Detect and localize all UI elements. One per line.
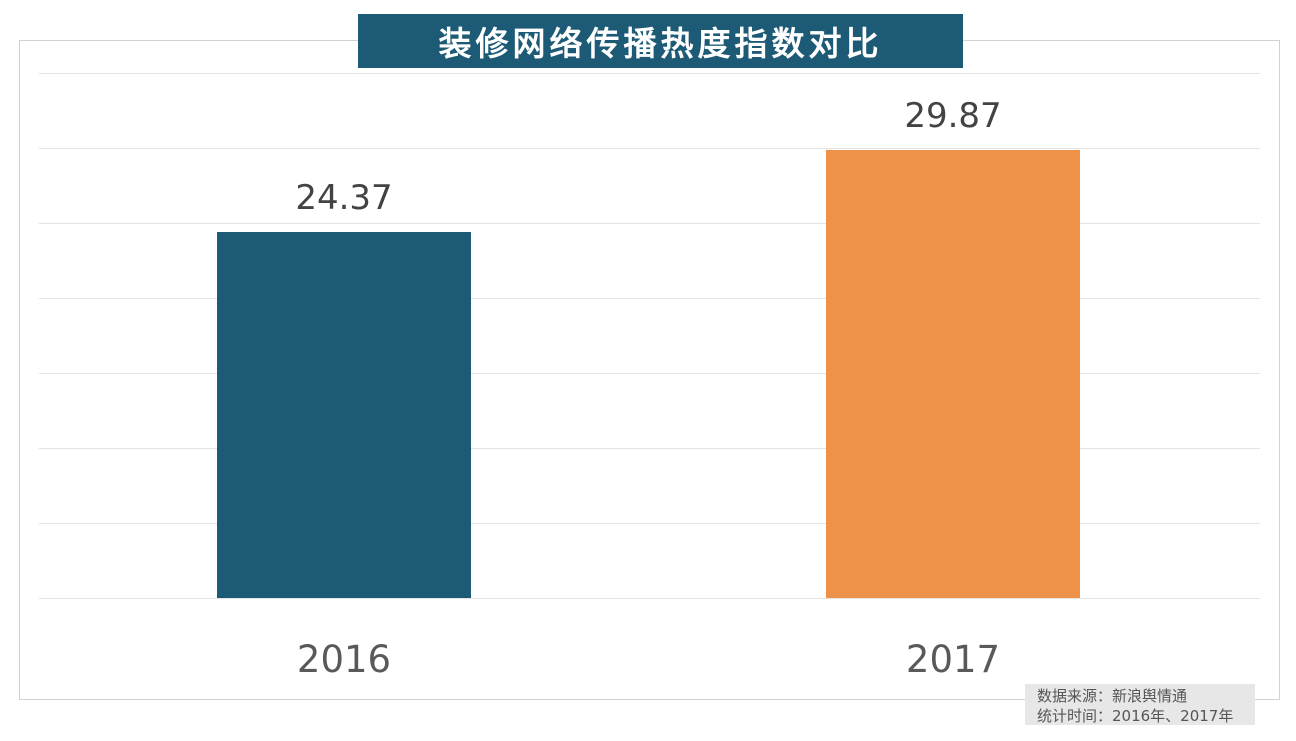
category-label-2016: 2016 [296,638,392,681]
source-note-line1: 数据来源：新浪舆情通 [1037,687,1188,705]
gridline-y-10 [39,448,1260,449]
source-note-line2: 统计时间：2016年、2017年 [1037,707,1234,725]
source-note: 数据来源：新浪舆情通 统计时间：2016年、2017年 [1025,684,1255,725]
gridline-y-20 [39,298,1260,299]
chart-title-banner: 装修网络传播热度指数对比 [358,14,963,68]
value-label-2017: 29.87 [904,96,1002,136]
plot-border [19,40,1280,700]
value-label-2016: 24.37 [295,178,393,218]
gridline-y-30 [39,148,1260,149]
category-label-2017: 2017 [905,638,1001,681]
gridline-y-25 [39,223,1260,224]
gridline-y-15 [39,373,1260,374]
gridline-y-35 [39,73,1260,74]
gridline-y-5 [39,523,1260,524]
bar-2016 [217,232,471,598]
gridline-y-0 [39,598,1260,599]
chart-title: 装修网络传播热度指数对比 [438,24,883,63]
bar-2017 [826,150,1080,598]
